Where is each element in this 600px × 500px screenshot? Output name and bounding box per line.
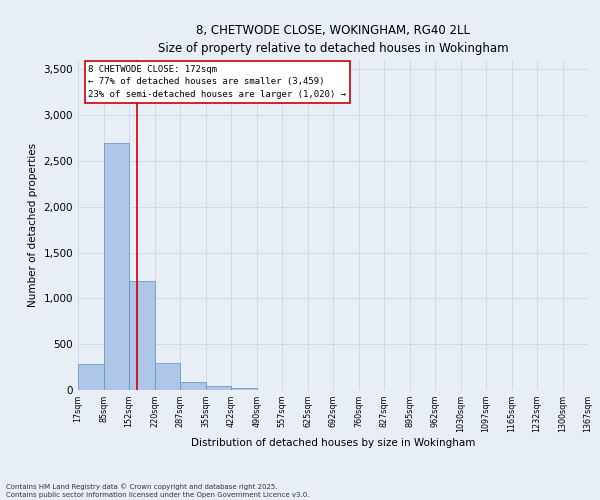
Bar [155,363,180,390]
Bar [129,282,155,390]
Bar [180,382,206,390]
Bar [78,364,104,390]
Bar [104,144,129,390]
Bar [206,386,231,390]
Y-axis label: Number of detached properties: Number of detached properties [28,143,38,307]
Title: 8, CHETWODE CLOSE, WOKINGHAM, RG40 2LL
Size of property relative to detached hou: 8, CHETWODE CLOSE, WOKINGHAM, RG40 2LL S… [158,24,508,54]
Bar [231,388,257,390]
X-axis label: Distribution of detached houses by size in Wokingham: Distribution of detached houses by size … [191,438,475,448]
Text: Contains HM Land Registry data © Crown copyright and database right 2025.
Contai: Contains HM Land Registry data © Crown c… [6,483,310,498]
Text: 8 CHETWODE CLOSE: 172sqm
← 77% of detached houses are smaller (3,459)
23% of sem: 8 CHETWODE CLOSE: 172sqm ← 77% of detach… [88,65,346,99]
